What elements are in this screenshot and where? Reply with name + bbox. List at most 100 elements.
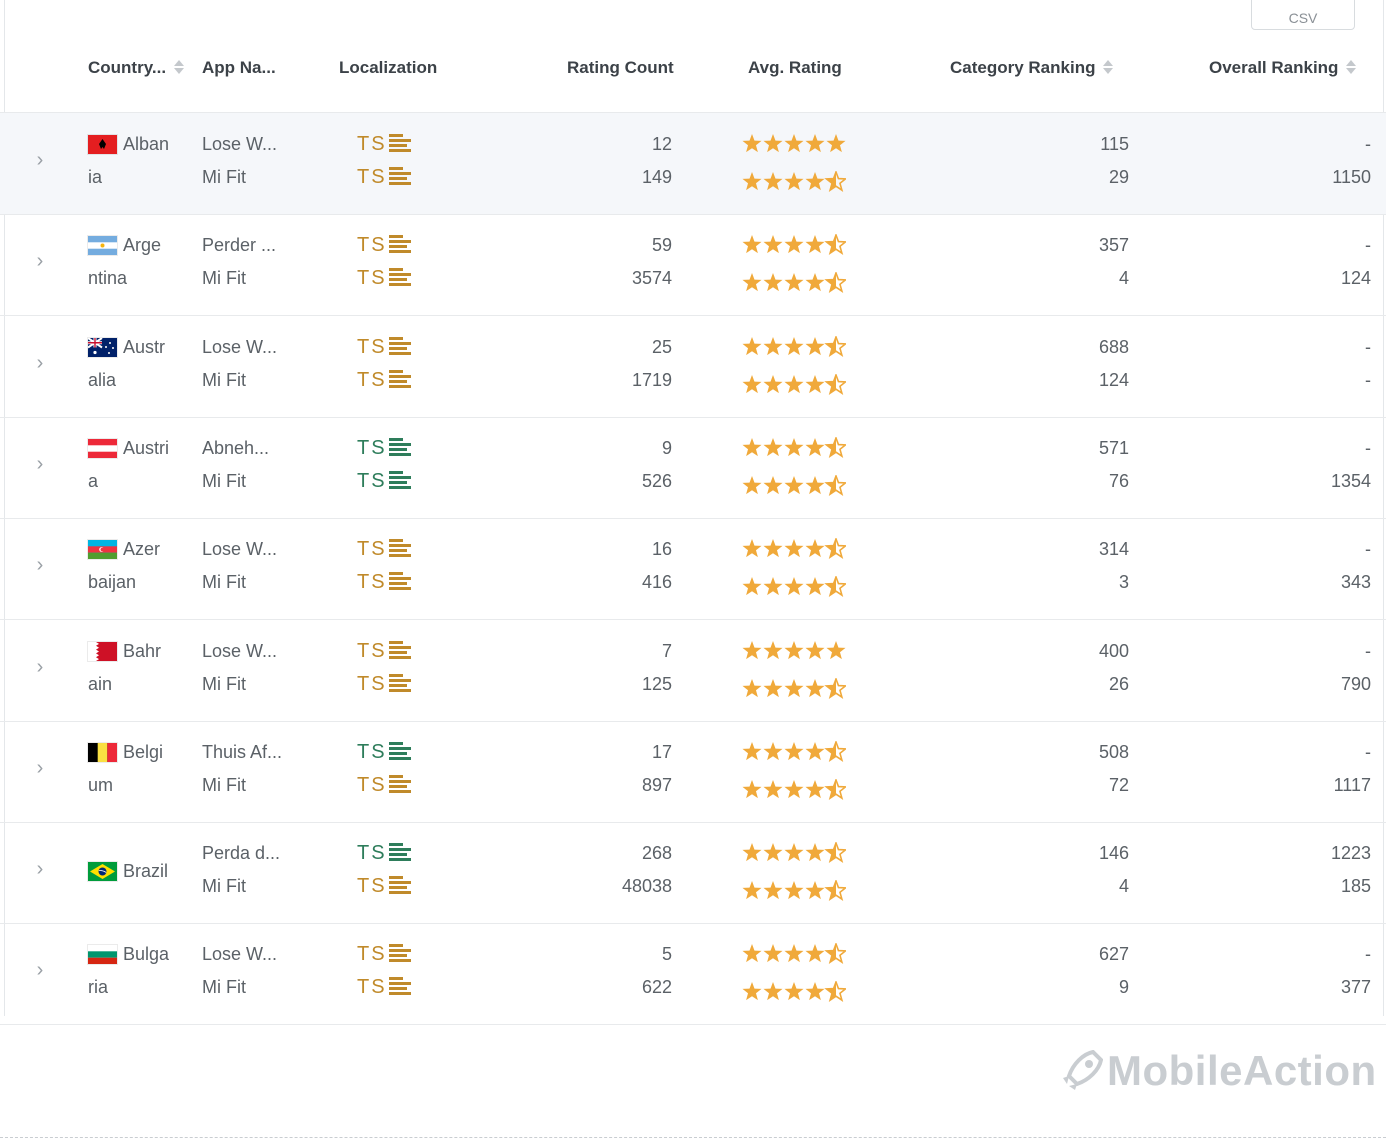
description-localized-icon (387, 437, 411, 459)
column-header-country[interactable]: Country... (88, 56, 185, 80)
overall-ranking: - (1365, 539, 1371, 560)
expand-row-chevron-icon[interactable]: › (36, 858, 44, 881)
star-rating-icon (742, 335, 846, 369)
localization-cell: TS TS (357, 837, 411, 903)
title-localized-icon: T (357, 875, 372, 898)
expand-row-chevron-icon[interactable]: › (36, 554, 44, 577)
localization-indicator: TS (357, 128, 411, 161)
table-row[interactable]: › Azer baijan Lose W... Mi Fit TS TS 16 416 314 3-… (0, 518, 1386, 621)
table-row[interactable]: › Brazil Perda d... Mi Fit TS TS 268 48038 146 4 1… (0, 822, 1386, 925)
rating-count: 416 (641, 572, 672, 593)
expand-row-chevron-icon[interactable]: › (36, 351, 44, 374)
table-row[interactable]: › Belgi um Thuis Af... Mi Fit TS TS 17 897 508 72-… (0, 721, 1386, 823)
country-name: Bulga ria (88, 944, 170, 998)
overall-ranking-cell: - 124 (1230, 229, 1371, 295)
bottom-divider (0, 1137, 1386, 1138)
title-localized-icon: T (357, 436, 372, 459)
category-ranking-cell: 571 76 (1000, 432, 1129, 498)
table-row[interactable]: › Bahr ain Lose W... Mi Fit TS TS 7 125 400 26-790 (0, 620, 1386, 722)
title-localized-icon: T (357, 234, 372, 257)
app-name[interactable]: Mi Fit (202, 167, 246, 187)
table-row[interactable]: › Alban ia Lose W... Mi Fit TS TS 12 149 115 29-11… (0, 113, 1386, 215)
star-rating-icon (742, 842, 846, 875)
star-rating-icon (742, 171, 846, 204)
app-name-cell: Lose W... Mi Fit (202, 128, 277, 194)
localization-cell: TS TS (357, 635, 411, 701)
app-name-cell: Abneh... Mi Fit (202, 432, 269, 498)
app-name[interactable]: Mi Fit (202, 774, 246, 795)
expand-row-chevron-icon[interactable]: › (36, 149, 44, 171)
description-localized-icon (387, 470, 411, 492)
country-name: Austr alia (88, 336, 166, 390)
sort-icon[interactable] (1102, 59, 1114, 75)
table-row[interactable]: › Austr alia Lose W... Mi Fit TS TS 25 1719 688 12… (0, 316, 1386, 418)
column-header-app-name[interactable]: App Na... (202, 56, 276, 80)
app-name[interactable]: Lose W... (202, 134, 278, 154)
star-rating-icon (742, 981, 846, 1014)
rating-count-cell: 268 48038 (560, 837, 672, 903)
subtitle-localized-icon: S (371, 773, 387, 796)
country-flag-icon (88, 337, 117, 357)
column-header-overall-ranking[interactable]: Overall Ranking (1209, 56, 1357, 80)
avg-rating-cell (742, 229, 846, 305)
export-csv-button[interactable]: CSV (1251, 0, 1355, 30)
app-name[interactable]: Thuis Af... (202, 741, 283, 762)
rating-count-cell: 16 416 (560, 533, 672, 599)
column-header-country-label: Country... (88, 58, 167, 77)
overall-ranking-cell: - 343 (1230, 533, 1371, 599)
column-header-avg-rating: Avg. Rating (748, 56, 842, 80)
star-rating-icon (742, 133, 846, 166)
app-name[interactable]: Mi Fit (202, 977, 246, 998)
sort-icon[interactable] (1345, 59, 1357, 75)
overall-ranking-cell: - 377 (1230, 938, 1371, 1004)
app-name[interactable]: Perder ... (202, 235, 277, 256)
localization-indicator: TS (357, 769, 411, 802)
app-name[interactable]: Abneh... (202, 437, 270, 458)
description-localized-icon (387, 133, 411, 155)
country-name: Austri a (88, 437, 170, 491)
table-row[interactable]: › Austri a Abneh... Mi Fit TS TS 9 526 571 76-1354 (0, 417, 1386, 519)
description-localized-icon (387, 640, 411, 662)
app-name[interactable]: Perda d... (202, 843, 281, 864)
localization-indicator: TS (357, 736, 411, 769)
category-ranking-cell: 115 29 (1000, 128, 1129, 194)
app-name[interactable]: Lose W... (202, 539, 278, 560)
expand-row-chevron-icon[interactable]: › (36, 756, 44, 779)
app-name[interactable]: Mi Fit (202, 673, 246, 694)
localization-cell: TS TS (357, 432, 411, 498)
country-flag-icon (88, 236, 117, 256)
column-header-category-ranking[interactable]: Category Ranking (950, 56, 1114, 80)
expand-row-chevron-icon[interactable]: › (36, 250, 44, 273)
subtitle-localized-icon: S (371, 436, 387, 459)
app-name[interactable]: Mi Fit (202, 876, 246, 897)
app-name[interactable]: Lose W... (202, 944, 278, 965)
app-name[interactable]: Mi Fit (202, 268, 246, 289)
app-name[interactable]: Lose W... (202, 640, 278, 661)
subtitle-localized-icon: S (371, 875, 387, 898)
sort-icon[interactable] (173, 59, 185, 75)
expand-row-chevron-icon[interactable]: › (36, 959, 44, 982)
app-name[interactable]: Lose W... (202, 336, 278, 357)
title-localized-icon: T (357, 639, 372, 662)
category-ranking: 26 (1108, 673, 1129, 694)
table-row[interactable]: › Bulga ria Lose W... Mi Fit TS TS 5 622 627 9-377 (0, 923, 1386, 1026)
localization-indicator: TS (357, 364, 411, 397)
table-row[interactable]: › Arge ntina Perder ... Mi Fit TS TS 59 3574 357 4… (0, 214, 1386, 317)
title-localized-icon: T (357, 571, 372, 594)
app-name-cell: Lose W... Mi Fit (202, 635, 277, 701)
expand-row-chevron-icon[interactable]: › (36, 452, 44, 475)
rating-count-cell: 5 622 (560, 938, 672, 1004)
app-name[interactable]: Mi Fit (202, 572, 246, 593)
expand-row-chevron-icon[interactable]: › (36, 655, 44, 678)
overall-ranking: - (1365, 741, 1371, 762)
overall-ranking-cell: - 1150 (1230, 128, 1371, 194)
rating-count: 12 (651, 134, 672, 154)
rating-count: 125 (641, 673, 672, 694)
app-name-cell: Lose W... Mi Fit (202, 331, 277, 397)
subtitle-localized-icon: S (371, 234, 387, 257)
app-name[interactable]: Mi Fit (202, 470, 246, 491)
app-name[interactable]: Mi Fit (202, 369, 246, 390)
category-ranking: 76 (1108, 470, 1129, 491)
overall-ranking: 1150 (1332, 167, 1371, 187)
avg-rating-cell (742, 736, 846, 812)
